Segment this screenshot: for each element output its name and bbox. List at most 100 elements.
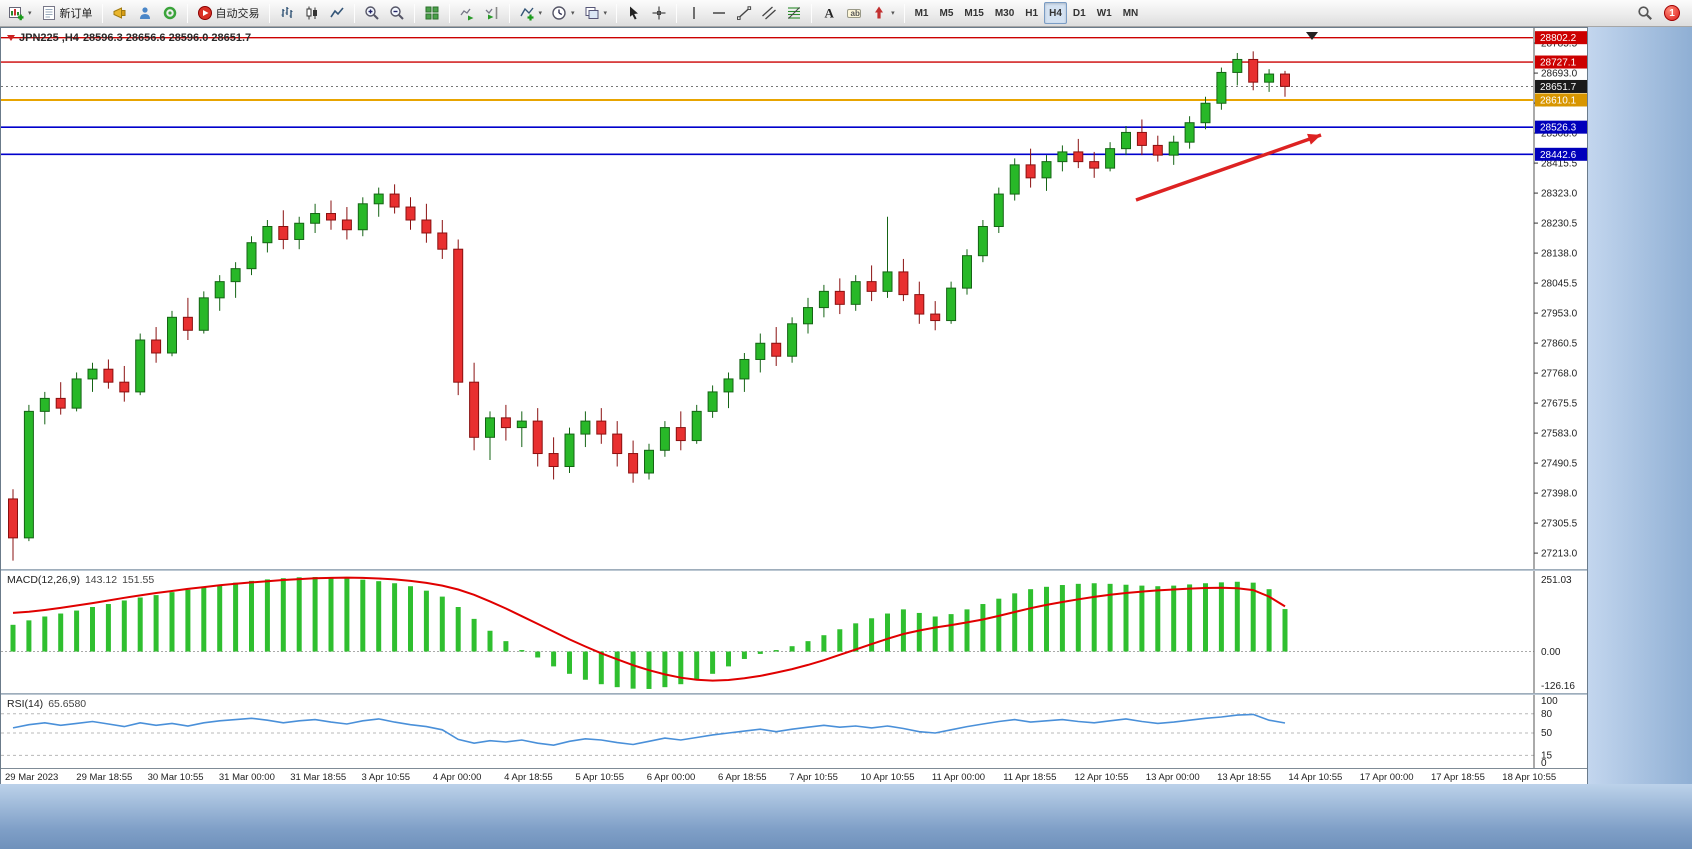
svg-text:-126.16: -126.16 xyxy=(1541,681,1575,692)
svg-text:27675.5: 27675.5 xyxy=(1541,399,1578,410)
timeframe-m15-button[interactable]: M15 xyxy=(959,2,988,24)
new-order-button-label: 新订单 xyxy=(59,8,93,20)
line-chart-button[interactable] xyxy=(325,2,349,24)
autotrading-button[interactable]: 自动交易 xyxy=(193,2,264,24)
svg-text:28230.5: 28230.5 xyxy=(1541,219,1578,230)
community-icon xyxy=(162,5,178,21)
toolbar-separator xyxy=(101,3,103,23)
notification-badge[interactable]: 1 xyxy=(1664,5,1680,21)
timeframe-w1-button[interactable]: W1 xyxy=(1092,2,1117,24)
clock-icon xyxy=(551,5,567,21)
bar-chart-button[interactable] xyxy=(275,2,299,24)
date-label: 4 Apr 18:55 xyxy=(504,772,553,783)
fibo-icon xyxy=(786,5,802,21)
timeframe-m30-button[interactable]: M30 xyxy=(990,2,1019,24)
date-label: 11 Apr 00:00 xyxy=(931,772,986,783)
svg-text:28651.7: 28651.7 xyxy=(1540,82,1577,93)
community-button[interactable] xyxy=(158,2,182,24)
main-chart-canvas[interactable]: 28785.528693.028600.528508.028415.528323… xyxy=(1,28,1587,569)
date-label: 17 Apr 18:55 xyxy=(1431,772,1485,783)
search-button[interactable] xyxy=(1633,2,1657,24)
trendline-button[interactable] xyxy=(732,2,756,24)
bar-chart-icon xyxy=(279,5,295,21)
date-label: 6 Apr 18:55 xyxy=(718,772,767,783)
svg-text:27490.5: 27490.5 xyxy=(1541,459,1578,470)
horizontal-line-button[interactable] xyxy=(707,2,731,24)
line-chart-icon xyxy=(329,5,345,21)
timeframe-h4-button-label: H4 xyxy=(1049,7,1062,19)
alerts-button[interactable] xyxy=(108,2,132,24)
templates-icon xyxy=(584,5,600,21)
timeframe-h4-button[interactable]: H4 xyxy=(1044,2,1067,24)
timeframe-mn-button[interactable]: MN xyxy=(1118,2,1144,24)
timeframe-m1-button[interactable]: M1 xyxy=(910,2,934,24)
crosshair-button[interactable] xyxy=(647,2,671,24)
trendline-icon xyxy=(736,5,752,21)
date-label: 29 Mar 18:55 xyxy=(76,772,133,783)
svg-text:28526.3: 28526.3 xyxy=(1540,123,1577,134)
panel-splitter[interactable] xyxy=(1,693,1587,695)
chart-shift-button[interactable] xyxy=(480,2,504,24)
indicators-icon xyxy=(519,5,535,21)
toolbar-separator xyxy=(268,3,270,23)
auto-scroll-button[interactable] xyxy=(455,2,479,24)
svg-text:28610.1: 28610.1 xyxy=(1540,95,1577,106)
toolbar-separator xyxy=(413,3,415,23)
tile-windows-button[interactable] xyxy=(420,2,444,24)
channel-button[interactable] xyxy=(757,2,781,24)
rsi-panel[interactable]: 100 80 50 15 0 RSI(14) 65.6580 xyxy=(1,695,1587,768)
date-label: 3 Apr 10:55 xyxy=(361,772,411,783)
main-chart[interactable]: 28785.528693.028600.528508.028415.528323… xyxy=(1,28,1587,569)
macd-canvas[interactable]: 251.03 0.00 -126.16 xyxy=(1,571,1587,693)
new-chart-button[interactable]: ▾ xyxy=(4,2,36,24)
date-label: 4 Apr 00:00 xyxy=(432,772,482,783)
svg-text:27305.5: 27305.5 xyxy=(1541,519,1578,530)
rsi-canvas[interactable]: 100 80 50 150 xyxy=(1,695,1587,768)
timeframe-m1-button-label: M1 xyxy=(914,7,929,19)
date-label: 18 Apr 10:55 xyxy=(1502,772,1557,783)
svg-text:28802.2: 28802.2 xyxy=(1540,33,1577,44)
date-axis[interactable]: 29 Mar 2023 29 Mar 18:55 30 Mar 10:55 31 Ma… xyxy=(1,768,1587,785)
zoom-out-button[interactable] xyxy=(385,2,409,24)
indicators-button[interactable]: ▾ xyxy=(515,2,547,24)
arrows-button[interactable]: ▾ xyxy=(867,2,899,24)
chart-shift-icon xyxy=(484,5,500,21)
text-label-button[interactable]: ab xyxy=(842,2,866,24)
toolbar-separator xyxy=(508,3,510,23)
svg-text:28323.0: 28323.0 xyxy=(1541,189,1578,200)
cursor-button[interactable] xyxy=(622,2,646,24)
caret-down-icon: ▾ xyxy=(571,10,575,17)
fibonacci-button[interactable] xyxy=(782,2,806,24)
zoom-in-button[interactable] xyxy=(360,2,384,24)
svg-text:27768.0: 27768.0 xyxy=(1541,369,1578,380)
periods-button[interactable]: ▾ xyxy=(547,2,579,24)
date-label: 31 Mar 18:55 xyxy=(290,772,347,783)
arrows-icon xyxy=(871,5,887,21)
order-form-icon xyxy=(41,5,57,21)
svg-text:50: 50 xyxy=(1541,728,1553,739)
panel-splitter[interactable] xyxy=(1,569,1587,571)
candlestick-chart-button[interactable] xyxy=(300,2,324,24)
timeframe-d1-button[interactable]: D1 xyxy=(1068,2,1091,24)
timeframe-h1-button-label: H1 xyxy=(1025,7,1039,19)
svg-text:27398.0: 27398.0 xyxy=(1541,489,1578,500)
autotrading-button-label: 自动交易 xyxy=(215,8,260,20)
vertical-line-button[interactable] xyxy=(682,2,706,24)
date-label: 10 Apr 10:55 xyxy=(860,772,915,783)
workspace-background xyxy=(1588,27,1692,784)
auto-scroll-icon xyxy=(459,5,475,21)
macd-label: MACD(12,26,9) 143.12 151.55 xyxy=(7,574,154,586)
timeframe-m5-button[interactable]: M5 xyxy=(934,2,958,24)
text-button[interactable]: A xyxy=(817,2,841,24)
templates-button[interactable]: ▾ xyxy=(580,2,612,24)
market-button[interactable] xyxy=(133,2,157,24)
timeframe-d1-button-label: D1 xyxy=(1072,7,1086,19)
timeframe-m5-button-label: M5 xyxy=(939,7,954,19)
text-icon: A xyxy=(821,5,837,21)
timeframe-h1-button[interactable]: H1 xyxy=(1020,2,1043,24)
svg-text:28138.0: 28138.0 xyxy=(1541,249,1578,260)
macd-panel[interactable]: 251.03 0.00 -126.16 MACD(12,26,9) 143.12 151… xyxy=(1,571,1587,693)
new-order-button[interactable]: 新订单 xyxy=(37,2,97,24)
svg-text:28442.6: 28442.6 xyxy=(1540,150,1577,161)
chart-title: JPN225 ,H4 28596.3 28656.6 28596.0 28651… xyxy=(7,32,251,44)
